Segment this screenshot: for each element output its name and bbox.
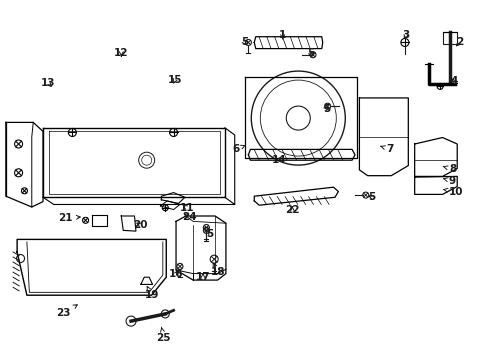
Text: 6: 6 <box>232 144 244 154</box>
Text: 16: 16 <box>168 269 183 279</box>
Text: 15: 15 <box>167 75 182 85</box>
Text: 13: 13 <box>41 78 55 88</box>
Text: 5: 5 <box>241 37 247 48</box>
Bar <box>442 32 456 44</box>
Text: 5: 5 <box>322 104 329 114</box>
Text: 14: 14 <box>271 155 285 165</box>
Text: 2: 2 <box>455 37 462 48</box>
Text: 4: 4 <box>449 76 457 86</box>
Text: 11: 11 <box>179 203 194 213</box>
Text: 5: 5 <box>206 229 213 239</box>
Text: 22: 22 <box>285 204 299 215</box>
Text: 8: 8 <box>443 164 455 174</box>
Text: 1: 1 <box>279 30 285 40</box>
Text: 3: 3 <box>402 30 408 40</box>
Text: 17: 17 <box>195 272 210 282</box>
Text: 20: 20 <box>133 220 147 230</box>
Text: 10: 10 <box>443 186 463 197</box>
Text: 5: 5 <box>306 48 314 58</box>
Text: 19: 19 <box>144 287 159 300</box>
Text: 18: 18 <box>210 263 224 277</box>
Text: 21: 21 <box>58 213 80 223</box>
Text: 12: 12 <box>114 48 128 58</box>
Text: 7: 7 <box>380 144 393 154</box>
Text: 23: 23 <box>56 305 77 318</box>
Text: 5: 5 <box>367 192 375 202</box>
Text: 25: 25 <box>156 327 171 343</box>
Text: 9: 9 <box>443 176 455 186</box>
Text: 24: 24 <box>182 212 197 222</box>
